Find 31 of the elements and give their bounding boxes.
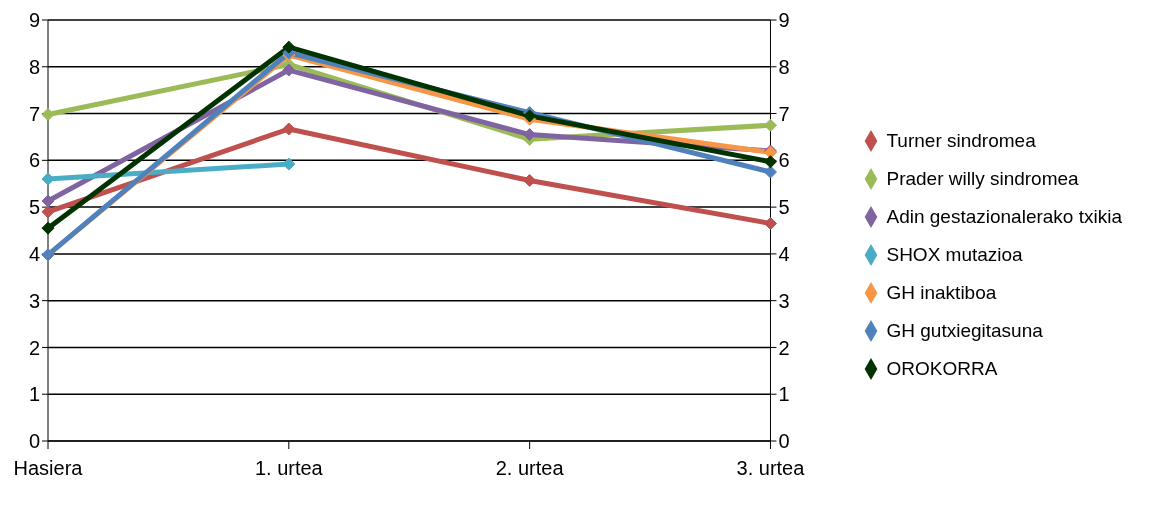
y2-tick-label: 7 bbox=[778, 102, 790, 125]
y-tick-label: 2 bbox=[28, 336, 40, 359]
legend-label: SHOX mutazioa bbox=[886, 243, 1023, 265]
y-tick-label: 0 bbox=[28, 430, 40, 453]
y-tick-label: 9 bbox=[28, 9, 40, 32]
y2-tick-label: 4 bbox=[778, 242, 790, 265]
legend-label: OROKORRA bbox=[886, 357, 998, 379]
y2-tick-label: 1 bbox=[778, 383, 790, 406]
y-tick-label: 8 bbox=[28, 55, 40, 78]
y2-tick-label: 5 bbox=[778, 196, 790, 219]
legend-label: GH gutxiegitasuna bbox=[886, 319, 1043, 341]
y-tick-label: 1 bbox=[28, 383, 40, 406]
x-tick-label: 3. urtea bbox=[736, 457, 806, 480]
y2-tick-label: 2 bbox=[778, 336, 790, 359]
y2-tick-label: 0 bbox=[778, 430, 790, 453]
legend-label: GH inaktiboa bbox=[886, 281, 997, 303]
legend-label: Adin gestazionalerako txikia bbox=[886, 205, 1122, 227]
legend-label: Turner sindromea bbox=[886, 129, 1036, 151]
x-tick-label: 2. urtea bbox=[495, 457, 565, 480]
y2-tick-label: 8 bbox=[778, 55, 790, 78]
x-tick-label: Hasiera bbox=[13, 457, 84, 480]
y2-tick-label: 9 bbox=[778, 9, 790, 32]
y-tick-label: 7 bbox=[28, 102, 40, 125]
y2-tick-label: 3 bbox=[778, 289, 790, 312]
legend-label: Prader willy sindromea bbox=[886, 167, 1079, 189]
y-tick-label: 5 bbox=[28, 196, 40, 219]
y-tick-label: 3 bbox=[28, 289, 40, 312]
y-tick-label: 4 bbox=[28, 242, 40, 265]
y2-tick-label: 6 bbox=[778, 149, 790, 172]
x-tick-label: 1. urtea bbox=[254, 457, 324, 480]
y-tick-label: 6 bbox=[28, 149, 40, 172]
